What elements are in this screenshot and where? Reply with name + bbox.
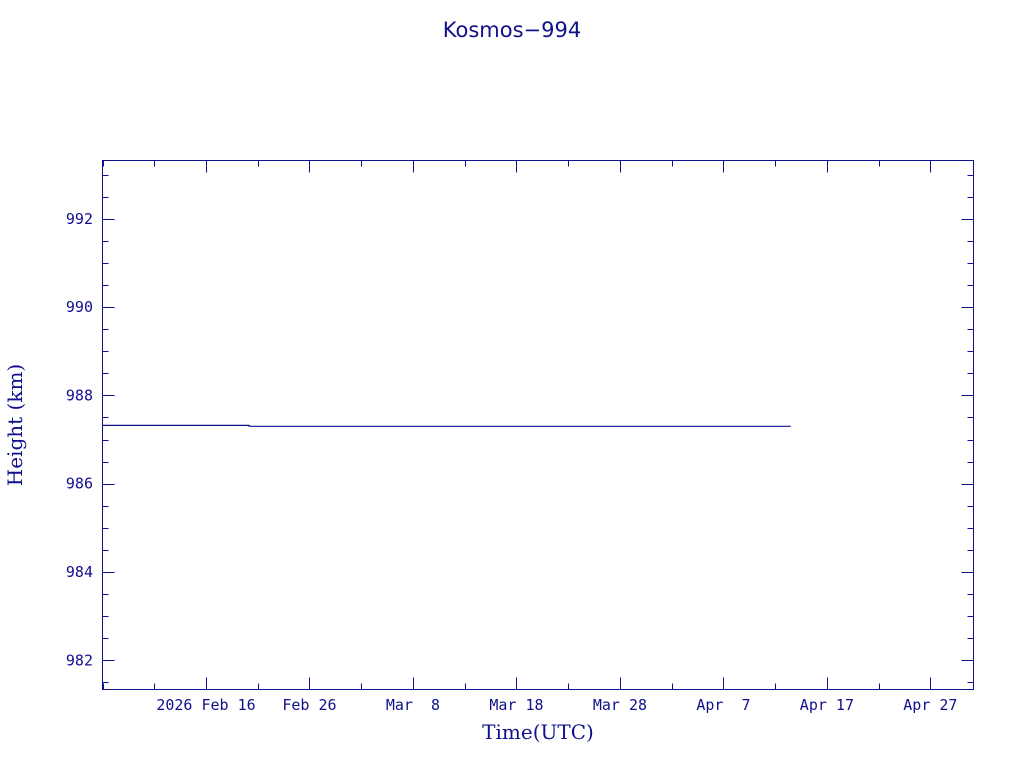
y-axis-label: Height (km): [3, 364, 27, 486]
x-tick-label: Mar 28: [593, 696, 647, 714]
x-tick-label: 2026 Feb 16: [156, 696, 255, 714]
y-tick-label: 986: [66, 475, 93, 493]
series-group: [102, 424, 791, 427]
height-series-line: [102, 424, 791, 427]
y-tick-label: 982: [66, 651, 93, 669]
x-tick-label: Mar 18: [489, 696, 543, 714]
y-tick-label: 984: [66, 563, 93, 581]
chart-title: Kosmos−994: [443, 18, 581, 42]
x-tick-labels: 2026 Feb 16 Feb 26 Mar 8 Mar 18 Mar 28 Apr 7 A…: [156, 696, 957, 714]
x-tick-label: Feb 26: [282, 696, 336, 714]
y-tick-label: 992: [66, 210, 93, 228]
axis-ticks: [102, 160, 974, 690]
x-tick-label: Apr 17: [800, 696, 854, 714]
y-tick-label: 988: [66, 386, 93, 404]
y-tick-labels: 982 984 986 988 990 992: [66, 210, 93, 670]
y-tick-label: 990: [66, 298, 93, 316]
x-axis-label: Time(UTC): [482, 720, 594, 744]
x-tick-label: Mar 8: [386, 696, 440, 714]
x-tick-label: Apr 7: [696, 696, 750, 714]
x-tick-label: Apr 27: [903, 696, 957, 714]
